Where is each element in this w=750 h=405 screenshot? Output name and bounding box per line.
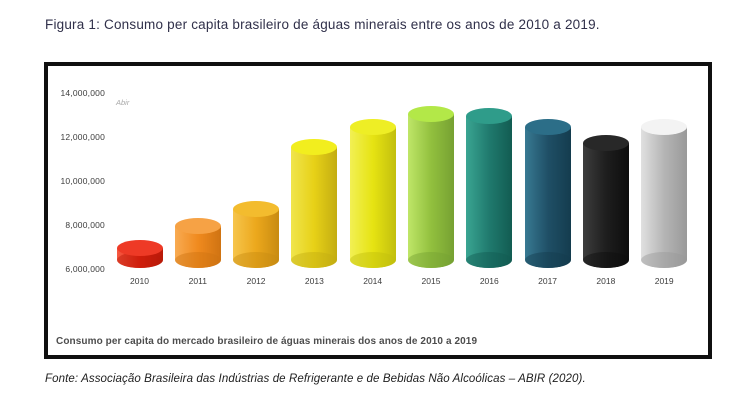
- x-axis-year-label: 2015: [421, 276, 441, 286]
- figure-title: Figura 1: Consumo per capita brasileiro …: [45, 17, 600, 32]
- bar-cylinder-bottom-ellipse: [466, 251, 513, 268]
- bar-cylinder-body: [466, 116, 513, 268]
- bar-cylinder-2011: [174, 218, 221, 268]
- y-axis-tick-label: 12,000,000: [60, 131, 105, 142]
- bar-cylinder-top-ellipse: [291, 139, 338, 155]
- chart-plot-area: 6,000,000 8,000,000 10,000,000 12,000,000 14…: [48, 66, 708, 355]
- bar-cylinder-body: [582, 142, 629, 268]
- bar-cylinder-2019: [641, 119, 688, 268]
- x-axis-year-label: 2016: [479, 276, 499, 286]
- x-axis-year-label: 2011: [188, 276, 207, 286]
- bar-cylinder-2016: [466, 108, 513, 268]
- bar-cylinder-bottom-ellipse: [233, 251, 280, 268]
- chart-frame: 6,000,000 8,000,000 10,000,000 12,000,000 14…: [44, 62, 712, 359]
- bar-cylinder-bottom-ellipse: [116, 251, 163, 268]
- chart-caption: Consumo per capita do mercado brasileiro…: [56, 336, 478, 347]
- bar-cylinder-bottom-ellipse: [408, 252, 454, 268]
- y-axis-tick-label: 8,000,000: [65, 219, 105, 230]
- bar-cylinder-body: [524, 127, 571, 268]
- bar-cylinder-top-ellipse: [174, 218, 221, 235]
- bar-cylinder-2015: [408, 106, 454, 268]
- bar-cylinder-2017: [524, 119, 571, 268]
- bar-cylinder-body: [408, 114, 454, 268]
- bar-cylinder-top-ellipse: [524, 119, 571, 136]
- x-axis-year-label: 2010: [130, 276, 149, 286]
- y-axis-tick-label: 6,000,000: [65, 263, 105, 274]
- bar-cylinder-2012: [233, 200, 280, 268]
- bar-cylinder-top-ellipse: [408, 106, 454, 122]
- bar-cylinder-top-ellipse: [116, 240, 163, 257]
- bar-cylinder-top-ellipse: [466, 108, 513, 125]
- bar-cylinder-2018: [582, 134, 629, 268]
- bar-cylinder-bottom-ellipse: [174, 251, 221, 268]
- bar-cylinder-bottom-ellipse: [641, 251, 688, 268]
- bar-cylinder-body: [641, 127, 688, 268]
- bar-cylinder-body: [233, 208, 280, 268]
- x-axis-year-label: 2013: [304, 276, 324, 286]
- bar-cylinder-2010: [116, 240, 163, 268]
- bar-cylinder-2013: [291, 139, 338, 268]
- x-axis-year-label: 2017: [538, 276, 558, 286]
- bar-cylinder-top-ellipse: [349, 119, 396, 136]
- bar-cylinder-top-ellipse: [582, 134, 629, 151]
- bar-cylinder-bottom-ellipse: [524, 251, 571, 268]
- x-axis-year-label: 2014: [363, 276, 383, 286]
- x-axis-year-label: 2012: [246, 276, 266, 286]
- y-axis-tick-label: 14,000,000: [60, 87, 105, 98]
- bar-cylinder-bottom-ellipse: [349, 251, 396, 268]
- source-note: Fonte: Associação Brasileira das Indústr…: [45, 373, 586, 385]
- bar-cylinder-body: [349, 127, 396, 268]
- x-axis-year-label: 2018: [596, 276, 616, 286]
- bar-cylinder-top-ellipse: [233, 200, 280, 217]
- bar-cylinder-bottom-ellipse: [291, 252, 338, 268]
- bar-cylinder-bottom-ellipse: [582, 251, 629, 268]
- bar-cylinder-2014: [349, 119, 396, 268]
- bar-cylinder-top-ellipse: [641, 119, 688, 136]
- y-axis-tick-label: 10,000,000: [60, 175, 105, 186]
- series-legend-label: Abir: [116, 98, 130, 107]
- x-axis-year-label: 2019: [654, 276, 674, 286]
- bar-cylinder-body: [291, 147, 338, 268]
